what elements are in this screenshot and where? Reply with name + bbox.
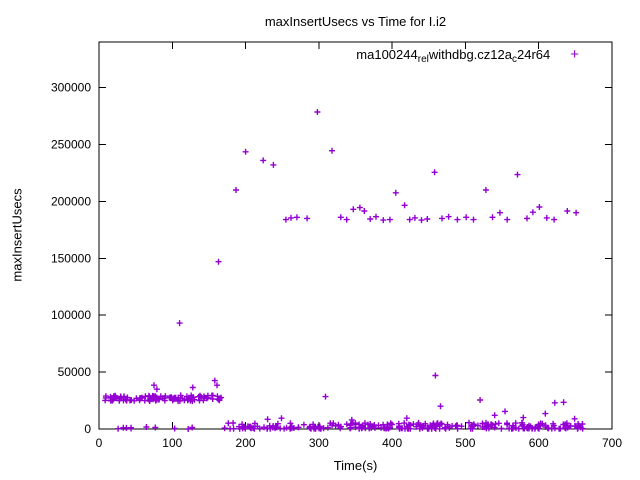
legend-label: ma100244relwithdbg.cz12ac24r64 — [356, 47, 550, 65]
legend-label-subscript: c — [511, 54, 517, 65]
y-tick-label: 200000 — [51, 194, 91, 208]
legend-marker-icon: + — [570, 46, 579, 63]
y-tick-label: 250000 — [51, 137, 91, 151]
legend-label-part: 24r64 — [516, 47, 551, 62]
x-tick-label: 300 — [309, 436, 329, 450]
legend: ma100244relwithdbg.cz12ac24r64 + — [99, 47, 579, 65]
scatter-markers — [102, 109, 586, 432]
y-axis-label: maxInsertUsecs — [9, 188, 25, 282]
y-tick-label: 150000 — [51, 251, 91, 265]
x-tick-label: 500 — [455, 436, 475, 450]
axis-ticks — [98, 42, 613, 430]
x-tick-label: 0 — [96, 436, 103, 450]
x-tick-label: 400 — [382, 436, 402, 450]
x-tick-label: 700 — [602, 436, 622, 450]
y-tick-label: 50000 — [58, 365, 92, 379]
chart-title: maxInsertUsecs vs Time for I.i2 — [264, 14, 447, 29]
x-axis-label: Time(s) — [333, 458, 378, 473]
x-tick-label: 600 — [529, 436, 549, 450]
legend-label-part: ma100244 — [356, 47, 418, 62]
legend-label-subscript: rel — [417, 54, 429, 65]
y-tick-label: 0 — [84, 422, 91, 436]
y-tick-label: 100000 — [51, 308, 91, 322]
x-tick-label: 100 — [162, 436, 182, 450]
y-tick-label: 300000 — [51, 81, 91, 95]
legend-label-part: withdbg.cz12a — [428, 47, 512, 62]
x-tick-label: 200 — [236, 436, 256, 450]
